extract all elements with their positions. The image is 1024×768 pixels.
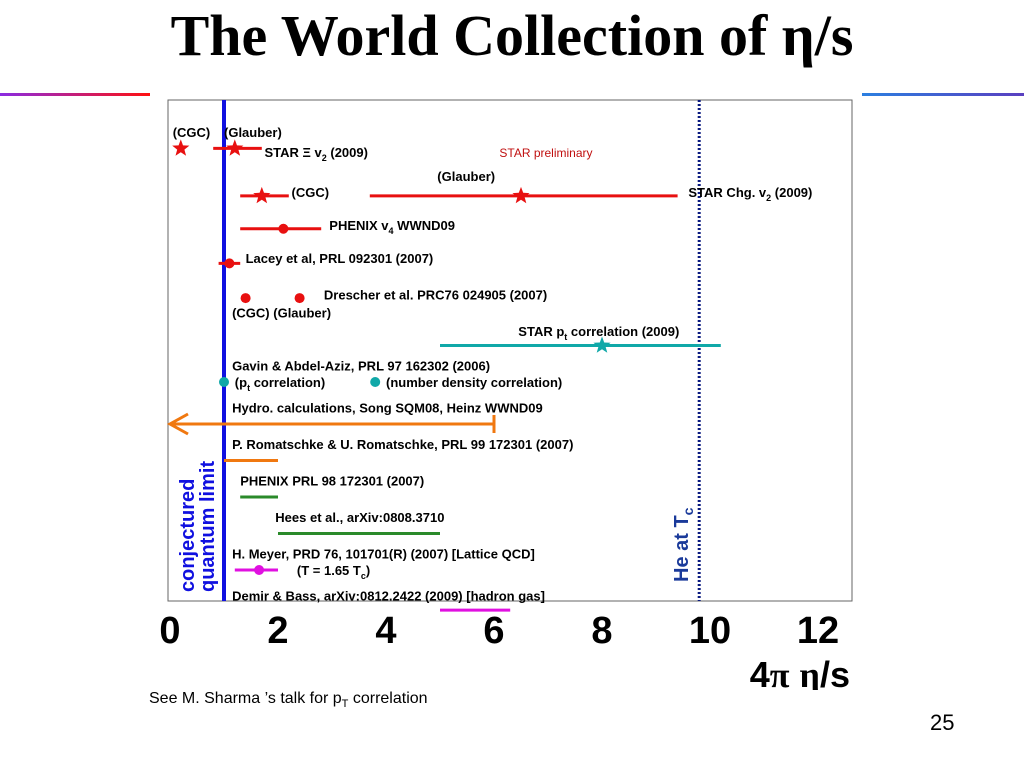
series-6-point-1-dot <box>370 377 381 388</box>
label-meyer-t: (T = 1.65 Tc) <box>297 563 370 581</box>
x-tick-label-2: 2 <box>267 610 288 652</box>
x-tick-label-12: 12 <box>797 610 839 652</box>
conjectured-label-line2: quantum limit <box>197 461 219 592</box>
series-3-point-0-dot <box>224 258 235 269</box>
label-cgc-chg-part-0: (CGC) <box>292 185 330 200</box>
series-2-point-0-dot <box>278 223 289 234</box>
label-phenix-v4-part-1: 4 <box>389 226 394 236</box>
x-tick-label-6: 6 <box>483 610 504 652</box>
label-meyer-part-0: H. Meyer, PRD 76, 101701(R) (2007) [Latt… <box>232 547 535 562</box>
label-phenix-prl-part-0: PHENIX PRL 98 172301 (2007) <box>240 474 424 489</box>
helium-label: He at Tc <box>671 507 696 582</box>
label-romatschke-part-0: P. Romatschke & U. Romatschke, PRL 99 17… <box>232 437 573 452</box>
label-glauber-chg: (Glauber) <box>437 169 495 184</box>
label-star-xi-part-2: (2009) <box>327 145 368 160</box>
label-hees-part-0: Hees et al., arXiv:0808.3710 <box>275 510 444 525</box>
label-pt-corr: (pt correlation) <box>235 375 325 393</box>
label-star-prelim: STAR preliminary <box>499 146 592 160</box>
label-num-density: (number density correlation) <box>386 375 562 390</box>
label-drescher: Drescher et al. PRC76 024905 (2007) <box>324 287 547 302</box>
title-prefix: The World Collection of <box>170 3 782 68</box>
x-axis-label-part-1: π <box>770 655 790 690</box>
series-1-point-0-star <box>253 186 271 204</box>
x-axis-label-part-4: /s <box>820 654 850 690</box>
label-meyer-t-part-0: (T = 1.65 T <box>297 563 361 578</box>
footnote-suffix: correlation <box>348 690 428 707</box>
label-star-pt-part-1: t <box>564 332 567 342</box>
x-axis-label: 4π η/s <box>750 654 850 690</box>
left-decorative-rule <box>0 93 150 96</box>
x-axis-label-part-0: 4 <box>750 654 770 690</box>
label-meyer-t-part-2: ) <box>366 563 370 578</box>
x-tick-label-10: 10 <box>689 610 731 652</box>
label-phenix-v4: PHENIX v4 WWND09 <box>329 218 455 236</box>
label-cgc-glauber-part-0: (CGC) (Glauber) <box>232 306 331 321</box>
right-decorative-rule <box>862 93 1024 96</box>
label-star-xi-part-0: STAR Ξ v <box>265 145 323 160</box>
label-star-prelim-part-0: STAR preliminary <box>499 146 592 160</box>
label-pt-corr-part-2: correlation) <box>250 375 325 390</box>
label-cgc-star-part-0: (CGC) <box>173 125 211 140</box>
conjectured-label-line1: conjectured <box>177 479 199 592</box>
label-hydro: Hydro. calculations, Song SQM08, Heinz W… <box>232 401 543 416</box>
label-star-chg-part-2: (2009) <box>771 185 812 200</box>
x-axis-label-part-2 <box>790 654 800 690</box>
label-lacey: Lacey et al, PRL 092301 (2007) <box>246 251 434 266</box>
page-number: 25 <box>930 710 955 735</box>
x-axis-label-part-3: η <box>800 655 820 690</box>
label-star-xi-part-1: 2 <box>322 153 327 163</box>
label-star-pt-part-0: STAR p <box>518 324 564 339</box>
label-star-chg-part-1: 2 <box>766 193 771 203</box>
series-0-point-1-star <box>226 139 244 156</box>
label-star-chg: STAR Chg. v2 (2009) <box>688 185 812 203</box>
label-cgc-glauber: (CGC) (Glauber) <box>232 306 331 321</box>
label-gavin-part-0: Gavin & Abdel-Aziz, PRL 97 162302 (2006) <box>232 359 490 374</box>
label-phenix-prl: PHENIX PRL 98 172301 (2007) <box>240 474 424 489</box>
footnote-prefix: See M. Sharma ’s talk for p <box>149 690 342 707</box>
label-pt-corr-part-1: t <box>247 383 250 393</box>
label-hees: Hees et al., arXiv:0808.3710 <box>275 510 444 525</box>
footnote-sub: T <box>341 698 349 711</box>
label-lacey-part-0: Lacey et al, PRL 092301 (2007) <box>246 251 434 266</box>
series-7-point-0-arrowhead <box>166 412 189 436</box>
label-star-pt: STAR pt correlation (2009) <box>518 324 679 342</box>
x-tick-label-8: 8 <box>591 610 612 652</box>
label-star-chg-part-0: STAR Chg. v <box>688 185 767 200</box>
label-pt-corr-part-0: (p <box>235 375 247 390</box>
footnote: See M. Sharma ’s talk for pT correlation <box>149 690 428 710</box>
label-demir: Demir & Bass, arXiv:0812.2422 (2009) [ha… <box>232 589 545 604</box>
label-drescher-part-0: Drescher et al. PRC76 024905 (2007) <box>324 287 547 302</box>
x-tick-label-4: 4 <box>375 610 396 652</box>
x-tick-label-0: 0 <box>159 610 180 652</box>
label-star-pt-part-2: correlation (2009) <box>567 324 679 339</box>
series-0-point-0-star <box>172 139 190 156</box>
series-4-point-0-dot <box>240 293 251 304</box>
label-meyer: H. Meyer, PRD 76, 101701(R) (2007) [Latt… <box>232 547 535 562</box>
series-4-point-1-dot <box>294 293 305 304</box>
series-11-point-0-dot <box>254 565 265 575</box>
label-num-density-part-0: (number density correlation) <box>386 375 562 390</box>
series-1-point-1-star <box>512 186 530 204</box>
label-cgc-star: (CGC) <box>173 125 211 140</box>
label-cgc-chg: (CGC) <box>292 185 330 200</box>
label-glauber-chg-part-0: (Glauber) <box>437 169 495 184</box>
slide-title: The World Collection of η/s <box>0 2 1024 69</box>
helium-label-sub: c <box>680 507 696 515</box>
title-eta-symbol: η <box>781 3 815 68</box>
plot-frame <box>167 99 853 602</box>
label-phenix-v4-part-0: PHENIX v <box>329 218 389 233</box>
title-suffix: /s <box>814 3 854 68</box>
label-gavin: Gavin & Abdel-Aziz, PRL 97 162302 (2006) <box>232 359 490 374</box>
series-5-point-0-star <box>593 336 611 353</box>
label-romatschke: P. Romatschke & U. Romatschke, PRL 99 17… <box>232 437 573 452</box>
label-meyer-t-part-1: c <box>361 571 366 581</box>
label-glauber-star: (Glauber) <box>224 125 282 140</box>
label-phenix-v4-part-2: WWND09 <box>394 218 455 233</box>
label-hydro-part-0: Hydro. calculations, Song SQM08, Heinz W… <box>232 401 543 416</box>
series-6-point-0-dot <box>219 377 229 388</box>
label-glauber-star-part-0: (Glauber) <box>224 125 282 140</box>
label-demir-part-0: Demir & Bass, arXiv:0812.2422 (2009) [ha… <box>232 589 545 604</box>
label-star-xi: STAR Ξ v2 (2009) <box>265 145 368 163</box>
